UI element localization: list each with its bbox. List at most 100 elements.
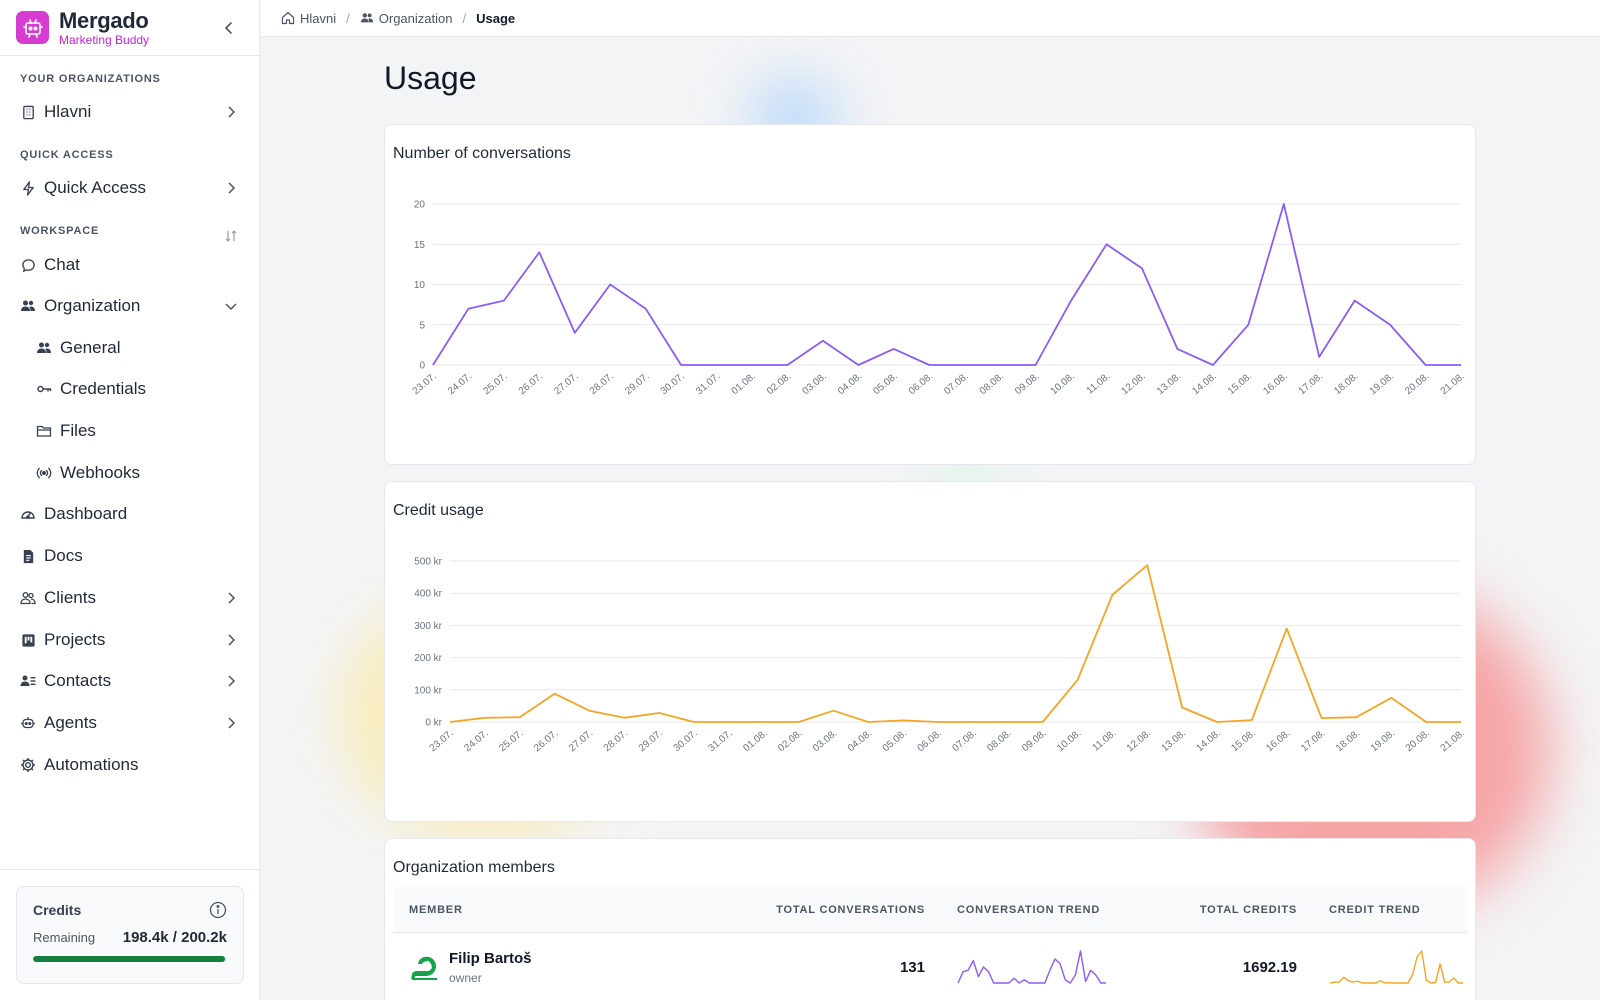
sidebar-item-quick-access[interactable]: Quick Access — [20, 174, 239, 202]
breadcrumb-separator: / — [462, 10, 467, 26]
chevron-right-icon — [228, 634, 236, 646]
sidebar-item-label: Agents — [44, 713, 97, 732]
x-tick-label: 16.08. — [1261, 371, 1289, 397]
x-tick-label: 11.08. — [1085, 371, 1113, 397]
chevron-right-icon — [228, 182, 236, 194]
column-header-total-credits[interactable]: TOTAL CREDITS — [1199, 903, 1297, 916]
conversations-chart-card: Number of conversations 0 5 10 15 20 23.07. 24… — [384, 124, 1476, 465]
sidebar-item-dashboard[interactable]: Dashboard — [20, 500, 239, 528]
credit-usage-line-chart: 0 kr 100 kr 200 kr 300 kr 400 kr 500 kr 23.07.… — [414, 557, 1467, 755]
chat-bubble-icon — [20, 257, 36, 273]
x-tick-label: 13.08. — [1160, 728, 1188, 754]
x-tick-label: 03.08. — [811, 728, 839, 754]
y-tick-label: 400 kr — [414, 589, 442, 600]
x-tick-label: 17.08. — [1297, 371, 1325, 397]
sidebar-item-webhooks[interactable]: Webhooks — [36, 459, 239, 487]
sparkline-line — [1329, 950, 1463, 984]
column-header-conversation-trend: CONVERSATION TREND — [957, 903, 1101, 916]
sidebar-item-automations[interactable]: Automations — [20, 751, 239, 779]
sidebar-item-contacts[interactable]: Contacts — [20, 667, 239, 695]
page-title: Usage — [384, 60, 477, 96]
x-tick-label: 28.07. — [588, 371, 616, 397]
y-tick-label: 15 — [414, 240, 426, 251]
chevron-down-icon — [225, 303, 237, 311]
lightning-icon — [20, 180, 36, 196]
x-tick-label: 26.07. — [517, 371, 545, 397]
sidebar-item-label: Hlavni — [44, 102, 92, 121]
sidebar-item-hlavni[interactable]: Hlavni — [20, 98, 239, 126]
sidebar-item-docs[interactable]: Docs — [20, 542, 239, 570]
x-tick-label: 04.08. — [836, 371, 864, 397]
series-line — [449, 564, 1461, 723]
x-tick-label: 24.07. — [462, 728, 490, 754]
x-tick-label: 10.08. — [1055, 728, 1083, 754]
sidebar-item-label: Automations — [44, 755, 139, 774]
collapse-sidebar-button[interactable] — [219, 18, 239, 38]
x-tick-label: 14.08. — [1190, 371, 1218, 397]
breadcrumb-item-hlavni[interactable]: Hlavni — [281, 11, 336, 26]
y-tick-label: 0 — [419, 361, 425, 372]
breadcrumb-separator: / — [346, 10, 350, 26]
x-tick-label: 20.08. — [1403, 371, 1431, 397]
x-tick-label: 31.07. — [706, 728, 734, 754]
y-tick-label: 500 kr — [414, 557, 442, 568]
sidebar-item-label: Dashboard — [44, 504, 128, 523]
mergado-logo[interactable] — [16, 11, 49, 44]
column-header-total-conversations[interactable]: TOTAL CONVERSATIONS — [776, 903, 925, 916]
info-icon[interactable] — [209, 901, 227, 919]
sidebar-item-label: Docs — [44, 546, 83, 565]
y-tick-label: 200 kr — [414, 653, 442, 664]
users-icon — [20, 298, 36, 314]
brand-subtitle: Marketing Buddy — [59, 32, 150, 47]
member-role: owner — [449, 970, 482, 985]
sidebar: Mergado Marketing Buddy YOUR ORGANIZATIO… — [0, 0, 260, 1000]
sidebar-item-label: Projects — [44, 630, 106, 649]
x-tick-label: 27.07. — [567, 728, 595, 754]
credit-trend-sparkline — [1329, 950, 1463, 984]
x-tick-label: 16.08. — [1264, 728, 1292, 754]
x-tick-label: 30.07. — [672, 728, 700, 754]
sidebar-item-chat[interactable]: Chat — [20, 251, 239, 279]
credits-widget: Credits Remaining 198.4k / 200.2k — [16, 886, 244, 984]
sidebar-item-agents[interactable]: Agents — [20, 709, 239, 737]
sidebar-item-credentials[interactable]: Credentials — [36, 375, 239, 403]
gauge-icon — [20, 506, 36, 522]
sidebar-item-clients[interactable]: Clients — [20, 584, 239, 612]
breadcrumb-item-organization[interactable]: Organization — [360, 11, 452, 26]
x-tick-label: 18.08. — [1334, 728, 1362, 754]
sidebar-item-general[interactable]: General — [36, 334, 239, 362]
members-table: MEMBER TOTAL CONVERSATIONS CONVERSATION … — [393, 887, 1467, 1000]
credits-remaining-label: Remaining — [33, 930, 96, 945]
y-tick-label: 100 kr — [414, 685, 442, 696]
x-tick-label: 19.08. — [1369, 728, 1397, 754]
y-tick-label: 300 kr — [414, 621, 442, 632]
sort-icon[interactable] — [223, 228, 239, 244]
column-header-member[interactable]: MEMBER — [409, 903, 463, 916]
x-tick-label: 30.07. — [659, 371, 687, 397]
y-tick-label: 0 kr — [425, 718, 442, 729]
x-tick-label: 26.07. — [532, 728, 560, 754]
x-tick-label: 24.07. — [446, 371, 474, 397]
contact-list-icon — [20, 673, 36, 689]
building-icon — [20, 104, 36, 120]
members-title: Organization members — [393, 859, 555, 876]
x-tick-label: 07.08. — [942, 371, 970, 397]
sidebar-item-projects[interactable]: Projects — [20, 626, 239, 654]
sidebar-item-label: General — [60, 338, 121, 357]
credits-remaining-value: 198.4k / 200.2k — [122, 929, 227, 946]
sidebar-divider — [0, 869, 259, 870]
robot-icon — [20, 715, 36, 731]
conversation-trend-sparkline — [957, 950, 1106, 984]
conversations-line-chart: 0 5 10 15 20 23.07. 24.07. 25.07. 26.07. 27.07. 28… — [411, 200, 1467, 398]
table-row[interactable]: Filip Bartoš owner 131 1692.19 — [393, 933, 1467, 1000]
breadcrumb: Hlavni / Organization / Usage — [261, 0, 1600, 37]
x-tick-label: 20.08. — [1404, 728, 1432, 754]
credits-chart-title: Credit usage — [393, 502, 484, 519]
sidebar-item-files[interactable]: Files — [36, 417, 239, 445]
chevron-right-icon — [228, 717, 236, 729]
x-tick-label: 01.08. — [730, 371, 758, 397]
x-tick-label: 21.08. — [1439, 728, 1467, 754]
broadcast-icon — [36, 465, 52, 481]
sidebar-item-organization[interactable]: Organization — [20, 292, 239, 320]
home-icon — [281, 11, 295, 25]
